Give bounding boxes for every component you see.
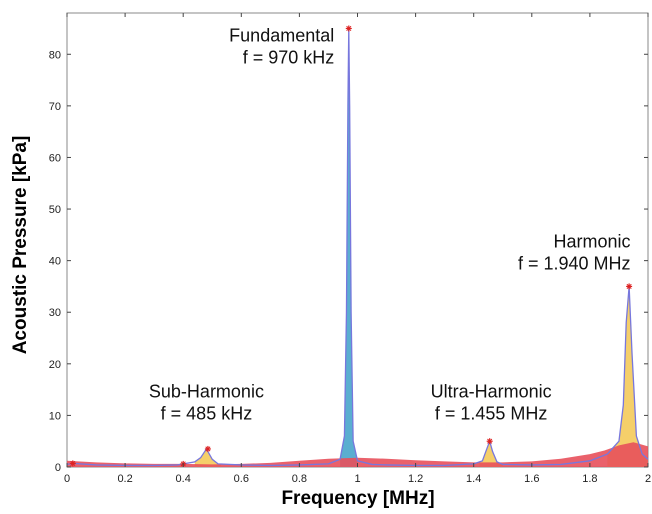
x-tick-label: 0.2 — [117, 473, 132, 485]
annotation-line: f = 1.455 MHz — [435, 403, 548, 423]
x-tick-label: 1.6 — [524, 473, 539, 485]
plot-frame — [66, 12, 649, 468]
peak-marker — [204, 445, 211, 452]
spectrum-line — [66, 28, 649, 467]
y-tick-label: 20 — [49, 359, 61, 371]
peak-markers — [69, 25, 633, 467]
sub-harmonic-fill — [194, 448, 221, 467]
x-tick-label: 2 — [645, 473, 651, 485]
x-tick-label: 0.8 — [292, 473, 307, 485]
y-tick-label: 80 — [49, 49, 61, 61]
annotation-line: f = 970 kHz — [243, 47, 335, 67]
y-tick-label: 50 — [49, 204, 61, 216]
ultra-harmonic-fill — [479, 441, 503, 467]
annotation-line: f = 1.940 MHz — [518, 254, 631, 274]
peak-marker — [626, 283, 633, 290]
x-tick-label: 0.4 — [176, 473, 191, 485]
spectrum-lines — [66, 28, 649, 467]
x-tick-label: 1 — [354, 473, 360, 485]
x-axis-title: Frequency [MHz] — [281, 488, 434, 509]
plot-area — [66, 12, 649, 468]
peak-marker — [345, 25, 352, 32]
harmonic-fill — [607, 286, 648, 467]
x-tick-label: 0.6 — [234, 473, 249, 485]
y-tick-label: 70 — [49, 101, 61, 113]
peak-marker — [486, 438, 493, 445]
axes — [66, 13, 649, 468]
y-axis-title: Acoustic Pressure [kPa] — [10, 136, 31, 355]
fundamental-fill — [340, 28, 358, 467]
annotation-line: f = 485 kHz — [161, 403, 253, 423]
annotation-line: Harmonic — [554, 232, 631, 252]
y-tick-label: 40 — [49, 256, 61, 268]
annotation-line: Ultra-Harmonic — [431, 381, 552, 401]
x-tick-label: 0 — [64, 473, 70, 485]
peak-marker — [69, 460, 76, 467]
x-tick-label: 1.8 — [582, 473, 597, 485]
annotation-line: Sub-Harmonic — [149, 381, 264, 401]
y-tick-label: 60 — [49, 152, 61, 164]
y-tick-label: 10 — [49, 410, 61, 422]
annotation-line: Fundamental — [229, 25, 334, 45]
y-tick-label: 30 — [49, 307, 61, 319]
x-tick-label: 1.4 — [466, 473, 481, 485]
x-tick-label: 1.2 — [408, 473, 423, 485]
tick-labels: 0 0.2 0.4 0.6 0.8 1 1.2 1.4 1.6 1.8 20102030405060… — [49, 49, 651, 485]
y-tick-label: 0 — [55, 462, 61, 474]
